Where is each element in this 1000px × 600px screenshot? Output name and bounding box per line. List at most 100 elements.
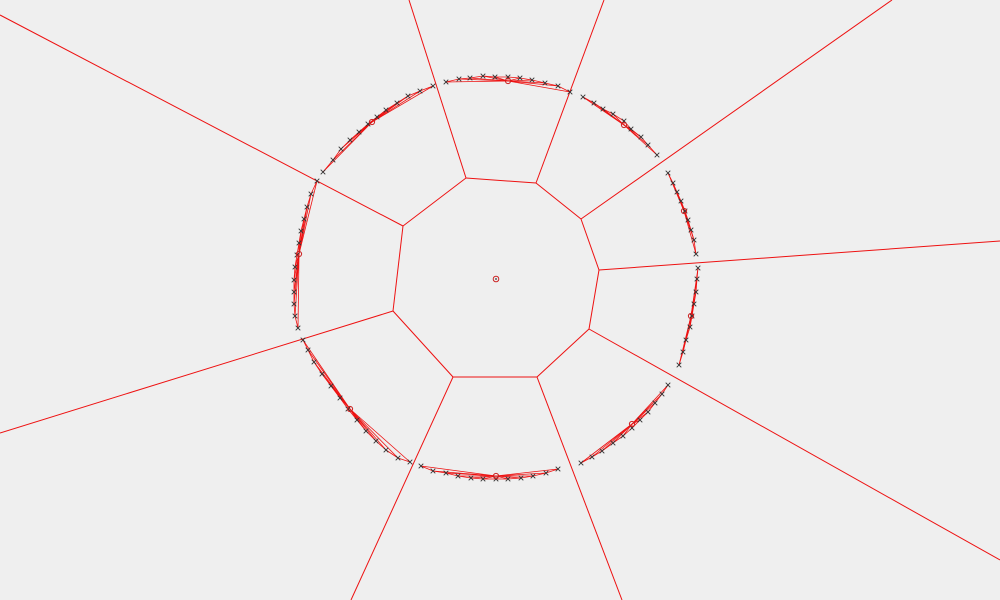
fan-line	[580, 423, 633, 464]
marker-stroke	[695, 265, 701, 271]
fan-line	[482, 75, 509, 82]
marker-stroke	[374, 114, 380, 120]
sample-point-marker	[665, 170, 671, 176]
marker-stroke	[543, 470, 549, 476]
voronoi-ray-edge	[408, 0, 467, 179]
fan-lines-layer	[293, 75, 699, 480]
sample-point-marker	[637, 417, 643, 423]
sample-point-marker	[693, 289, 699, 295]
fan-line	[298, 193, 312, 255]
fan-line	[507, 80, 559, 87]
cluster-site-marker	[492, 472, 500, 480]
marker-stroke	[338, 146, 344, 152]
marker-stroke	[354, 417, 360, 423]
marker-stroke	[314, 178, 320, 184]
center-site-marker	[492, 275, 500, 283]
sample-point-marker	[292, 313, 298, 319]
marker-stroke	[356, 129, 362, 135]
fan-line	[623, 124, 658, 156]
marker-stroke	[456, 76, 462, 82]
marker-stroke	[610, 440, 616, 446]
sample-point-marker	[678, 198, 684, 204]
sample-point-marker	[492, 74, 498, 80]
marker-stroke	[373, 438, 379, 444]
voronoi-ray-edge	[588, 328, 1000, 561]
marker-stroke	[694, 276, 700, 282]
marker-stroke	[688, 227, 694, 233]
marker-stroke	[591, 100, 597, 106]
marker-stroke	[693, 251, 699, 257]
fan-line	[298, 180, 318, 255]
sample-point-marker	[443, 470, 449, 476]
marker-stroke	[430, 83, 436, 89]
sample-point-marker	[530, 473, 536, 479]
marker-stroke	[665, 382, 671, 388]
marker-stroke	[691, 237, 697, 243]
sample-point-marker	[347, 137, 353, 143]
voronoi-inner-edge	[535, 182, 582, 220]
fan-line	[631, 419, 641, 425]
cluster-arc	[322, 85, 434, 173]
sample-point-marker	[600, 106, 606, 112]
sample-point-marker	[291, 301, 297, 307]
marker-stroke	[291, 301, 297, 307]
fan-line	[293, 253, 300, 281]
sample-point-marker	[589, 454, 595, 460]
fan-line	[420, 465, 497, 477]
fan-line	[307, 349, 351, 410]
marker-stroke	[599, 448, 605, 454]
sample-point-marker	[638, 134, 644, 140]
marker-stroke	[530, 473, 536, 479]
sample-point-marker	[417, 88, 423, 94]
sample-point-marker	[691, 301, 697, 307]
marker-stroke	[345, 406, 351, 412]
sample-point-marker	[680, 349, 686, 355]
cluster-site-marker	[620, 121, 628, 129]
sample-point-marker	[363, 428, 369, 434]
sample-point-marker	[645, 142, 651, 148]
sample-point-marker	[599, 448, 605, 454]
fan-line	[495, 468, 559, 477]
site-markers-layer	[295, 77, 695, 480]
sample-point-marker	[659, 391, 665, 397]
sample-point-marker	[591, 100, 597, 106]
marker-stroke	[480, 476, 486, 482]
fan-line	[371, 85, 434, 123]
sample-point-marker	[620, 433, 626, 439]
voronoi-inner-edge	[588, 269, 600, 330]
marker-stroke	[518, 475, 524, 481]
cluster-site-marker	[628, 420, 636, 428]
marker-stroke	[665, 170, 671, 176]
sample-point-marker	[373, 438, 379, 444]
sample-point-marker	[291, 289, 297, 295]
voronoi-ray-edge	[0, 14, 404, 227]
marker-stroke	[383, 107, 389, 113]
sample-point-marker	[567, 89, 573, 95]
sample-point-marker	[670, 180, 676, 186]
fan-line	[631, 402, 656, 425]
sample-point-marker	[305, 347, 311, 353]
marker-stroke	[295, 325, 301, 331]
marker-stroke	[305, 347, 311, 353]
sample-point-marker	[628, 126, 634, 132]
sample-point-marker	[542, 80, 548, 86]
fan-line	[495, 472, 547, 477]
fan-line	[332, 121, 373, 161]
sample-point-marker	[383, 447, 389, 453]
marker-stroke	[468, 475, 474, 481]
sample-point-marker	[456, 76, 462, 82]
marker-stroke	[320, 169, 326, 175]
marker-stroke	[555, 83, 561, 89]
sample-point-marker	[296, 240, 302, 246]
marker-stroke	[505, 476, 511, 482]
marker-stroke	[311, 359, 317, 365]
sample-point-marker	[311, 359, 317, 365]
marker-stroke	[659, 391, 665, 397]
marker-stroke	[589, 454, 595, 460]
voronoi-inner-edge	[536, 328, 590, 378]
marker-stroke	[517, 75, 523, 81]
cluster-site-marker	[687, 312, 695, 320]
